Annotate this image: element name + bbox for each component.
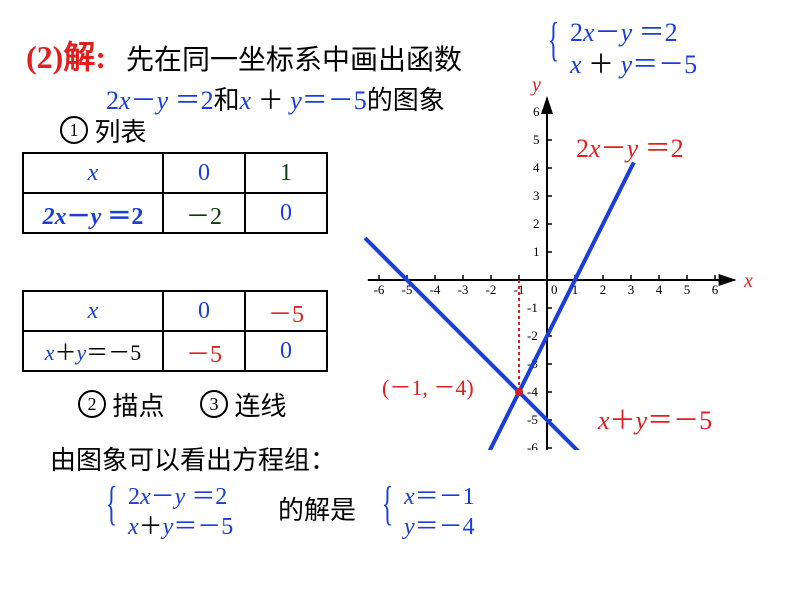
svg-text:-3: -3 bbox=[458, 282, 469, 297]
svg-text:-6: -6 bbox=[374, 282, 385, 297]
gl2c: y bbox=[636, 406, 648, 435]
step-3-num: 3 bbox=[200, 390, 228, 418]
tr1-e: ＝2 bbox=[632, 18, 678, 47]
conclusion-sol2: y＝－4 bbox=[404, 506, 475, 541]
cs2b: ＋ bbox=[139, 514, 163, 540]
svg-text:0: 0 bbox=[551, 282, 558, 297]
t1-rd: y bbox=[91, 204, 102, 230]
svg-text:5: 5 bbox=[684, 282, 691, 297]
t2-rb: ＋ bbox=[54, 340, 76, 365]
t2-h: x bbox=[88, 298, 99, 324]
svg-text:2: 2 bbox=[533, 216, 540, 231]
so2a: y bbox=[404, 514, 415, 540]
gl1b: x bbox=[589, 134, 601, 163]
svg-text:-4: -4 bbox=[527, 384, 538, 399]
t1-rc: － bbox=[67, 204, 91, 230]
t2-v2: 0 bbox=[245, 331, 327, 371]
cs2a: x bbox=[128, 514, 139, 540]
brace-conclusion-sol: { bbox=[382, 480, 394, 528]
cs2c: y bbox=[163, 514, 174, 540]
tr1-a: 2 bbox=[570, 18, 583, 47]
conclusion-mid: 的解是 bbox=[278, 490, 356, 527]
gl2b: ＋ bbox=[610, 406, 636, 435]
svg-text:3: 3 bbox=[533, 188, 540, 203]
table-1: x 0 1 2x－y ＝2 －2 0 bbox=[22, 152, 328, 234]
tr2-c: y bbox=[621, 50, 633, 79]
conclusion-lead: 由图象可以看出方程组： bbox=[50, 440, 336, 477]
se1c: － bbox=[131, 86, 157, 115]
step-1: 1 列表 bbox=[60, 112, 147, 149]
se1a: 2 bbox=[106, 86, 119, 115]
graph-line2-label: x＋y＝－5 bbox=[598, 400, 712, 437]
t1-v2: 0 bbox=[245, 193, 327, 233]
svg-text:-2: -2 bbox=[527, 328, 538, 343]
gl1e: ＝2 bbox=[638, 134, 684, 163]
solution-sentence: 先在同一坐标系中画出函数 bbox=[126, 38, 462, 78]
gl2a: x bbox=[598, 406, 610, 435]
table-2: x 0 －5 x＋y＝－5 －5 0 bbox=[22, 290, 328, 372]
t1-h: x bbox=[88, 160, 99, 186]
svg-text:3: 3 bbox=[628, 282, 635, 297]
gl1a: 2 bbox=[576, 134, 589, 163]
conclusion-sys2: x＋y＝－5 bbox=[128, 506, 233, 541]
t2-rc: y bbox=[77, 340, 87, 365]
tr2-a: x bbox=[570, 50, 582, 79]
solution-prefix: (2)解: bbox=[26, 32, 106, 78]
step-3: 3 连线 bbox=[200, 386, 287, 423]
t2-c1: 0 bbox=[163, 291, 245, 331]
tr1-c: － bbox=[595, 18, 621, 47]
brace-conclusion-sys: { bbox=[106, 480, 118, 528]
tr1-d: y bbox=[621, 18, 633, 47]
svg-text:4: 4 bbox=[656, 282, 663, 297]
x-axis-label: x bbox=[744, 270, 753, 293]
step-1-text: 列表 bbox=[95, 118, 147, 147]
graph-line1-label: 2x－y ＝2 bbox=[576, 128, 684, 165]
svg-text:-4: -4 bbox=[430, 282, 441, 297]
gl2d: ＝－5 bbox=[647, 406, 712, 435]
se2a: x bbox=[240, 86, 252, 115]
tr1-b: x bbox=[583, 18, 595, 47]
so2b: ＝－4 bbox=[415, 514, 475, 540]
svg-text:4: 4 bbox=[533, 160, 540, 175]
step-3-text: 连线 bbox=[235, 392, 287, 421]
se1e: ＝2 bbox=[168, 86, 214, 115]
intersection-label: (－1, －4) bbox=[382, 370, 474, 402]
se2c: y bbox=[290, 86, 302, 115]
t1-v1: －2 bbox=[163, 193, 245, 233]
t2-v1: －5 bbox=[163, 331, 245, 371]
t1-ra: 2 bbox=[43, 204, 55, 230]
svg-text:-5: -5 bbox=[527, 412, 538, 427]
y-axis-label: y bbox=[532, 74, 541, 97]
brace-top-right: { bbox=[548, 16, 560, 64]
tr2-d: ＝－5 bbox=[632, 50, 697, 79]
t2-rd: ＝－5 bbox=[86, 340, 141, 365]
svg-text:-2: -2 bbox=[486, 282, 497, 297]
tr2-b: ＋ bbox=[582, 50, 621, 79]
cs2d: ＝－5 bbox=[173, 514, 233, 540]
t1-re: ＝2 bbox=[101, 204, 143, 230]
step-2-text: 描点 bbox=[113, 392, 165, 421]
se2b: ＋ bbox=[251, 86, 290, 115]
svg-text:-6: -6 bbox=[527, 440, 538, 450]
gl1c: － bbox=[601, 134, 627, 163]
t1-c1: 0 bbox=[163, 153, 245, 193]
svg-text:2: 2 bbox=[600, 282, 607, 297]
svg-text:1: 1 bbox=[533, 244, 540, 259]
gl1d: y bbox=[627, 134, 639, 163]
se1d: y bbox=[157, 86, 169, 115]
step-1-num: 1 bbox=[60, 116, 88, 144]
se1b: x bbox=[119, 86, 131, 115]
step-2-num: 2 bbox=[78, 390, 106, 418]
svg-text:-1: -1 bbox=[527, 300, 538, 315]
svg-text:6: 6 bbox=[533, 104, 540, 119]
t1-rb: x bbox=[55, 204, 67, 230]
svg-text:5: 5 bbox=[533, 132, 540, 147]
t2-c2: －5 bbox=[245, 291, 327, 331]
top-sys-line2: x ＋ y＝－5 bbox=[570, 44, 697, 81]
svg-text:6: 6 bbox=[712, 282, 719, 297]
step-2: 2 描点 bbox=[78, 386, 165, 423]
t1-c2: 1 bbox=[245, 153, 327, 193]
se-and: 和 bbox=[214, 86, 240, 115]
